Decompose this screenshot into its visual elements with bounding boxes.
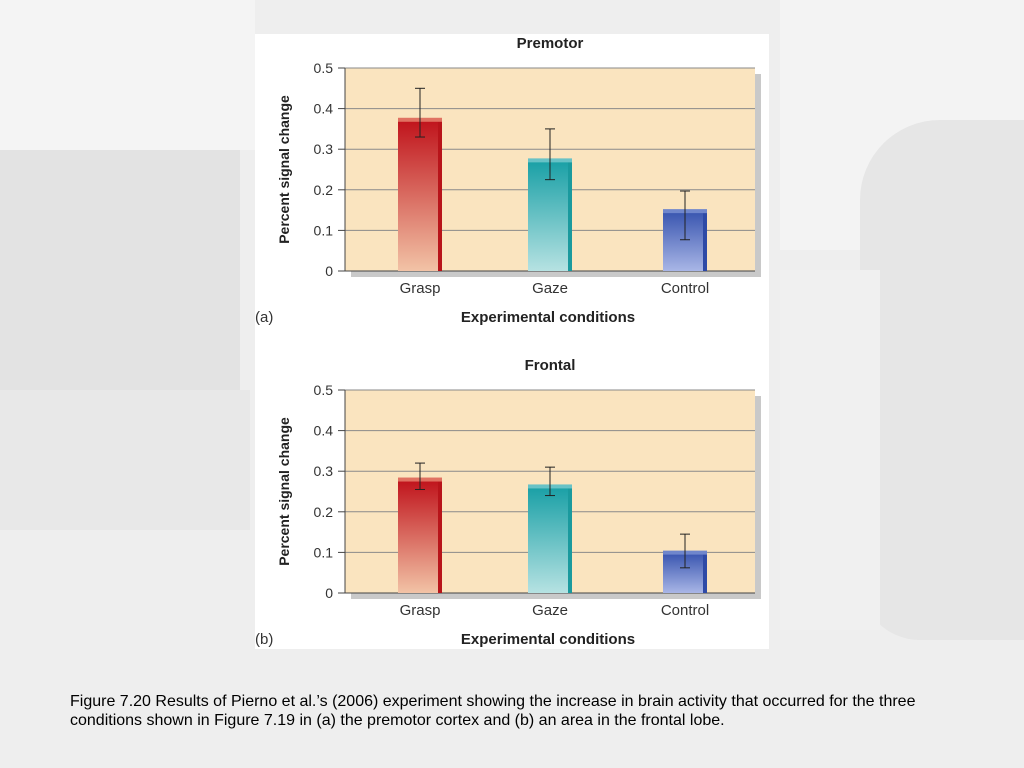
figure-caption: Figure 7.20 Results of Pierno et al.’s (… <box>70 693 916 729</box>
bar-gaze <box>528 487 572 593</box>
x-tick-label-control: Control <box>661 602 709 619</box>
bar-edge-gaze <box>568 161 572 271</box>
x-axis-label: Experimental conditions <box>461 309 635 326</box>
y-tick-label: 0.4 <box>314 423 334 439</box>
chart-title: Frontal <box>525 357 576 374</box>
x-tick-label-gaze: Gaze <box>532 602 568 619</box>
chart-b: Frontal 0 0.1 0.2 0.3 0.4 0.5 Grasp Gaze Control P… <box>255 357 761 648</box>
bar-edge-grasp <box>438 480 442 593</box>
y-tick-label: 0.5 <box>314 60 334 76</box>
panel-label: (a) <box>255 309 273 326</box>
y-tick-label: 0.3 <box>314 141 334 157</box>
y-tick-label: 0 <box>325 585 333 601</box>
y-tick-label: 0 <box>325 263 333 279</box>
y-axis-label: Percent signal change <box>276 417 292 566</box>
bar-edge-control <box>703 553 707 593</box>
bar-edge-gaze <box>568 487 572 593</box>
x-tick-label-control: Control <box>661 280 709 297</box>
x-tick-label-grasp: Grasp <box>400 280 441 297</box>
bar-edge-grasp <box>438 120 442 271</box>
bar-grasp <box>398 480 442 593</box>
y-tick-label: 0.1 <box>314 544 334 560</box>
figure-chart-svg: Premotor 0 0.1 0.2 0.3 0.4 0.5 Grasp Gaze Control… <box>255 35 761 648</box>
x-axis-label: Experimental conditions <box>461 631 635 648</box>
bar-edge-control <box>703 212 707 271</box>
y-axis-label: Percent signal change <box>276 95 292 244</box>
chart-title: Premotor <box>517 35 584 52</box>
y-tick-label: 0.2 <box>314 182 334 198</box>
y-tick-label: 0.5 <box>314 382 334 398</box>
figure-panel: Premotor 0 0.1 0.2 0.3 0.4 0.5 Grasp Gaze Control… <box>255 34 769 649</box>
bar-grasp <box>398 120 442 271</box>
y-tick-label: 0.2 <box>314 504 334 520</box>
panel-label: (b) <box>255 631 273 648</box>
x-tick-label-grasp: Grasp <box>400 602 441 619</box>
x-tick-label-gaze: Gaze <box>532 280 568 297</box>
y-tick-label: 0.4 <box>314 101 334 117</box>
y-tick-label: 0.3 <box>314 463 334 479</box>
y-tick-label: 0.1 <box>314 222 334 238</box>
chart-a: Premotor 0 0.1 0.2 0.3 0.4 0.5 Grasp Gaze Control… <box>255 35 761 326</box>
